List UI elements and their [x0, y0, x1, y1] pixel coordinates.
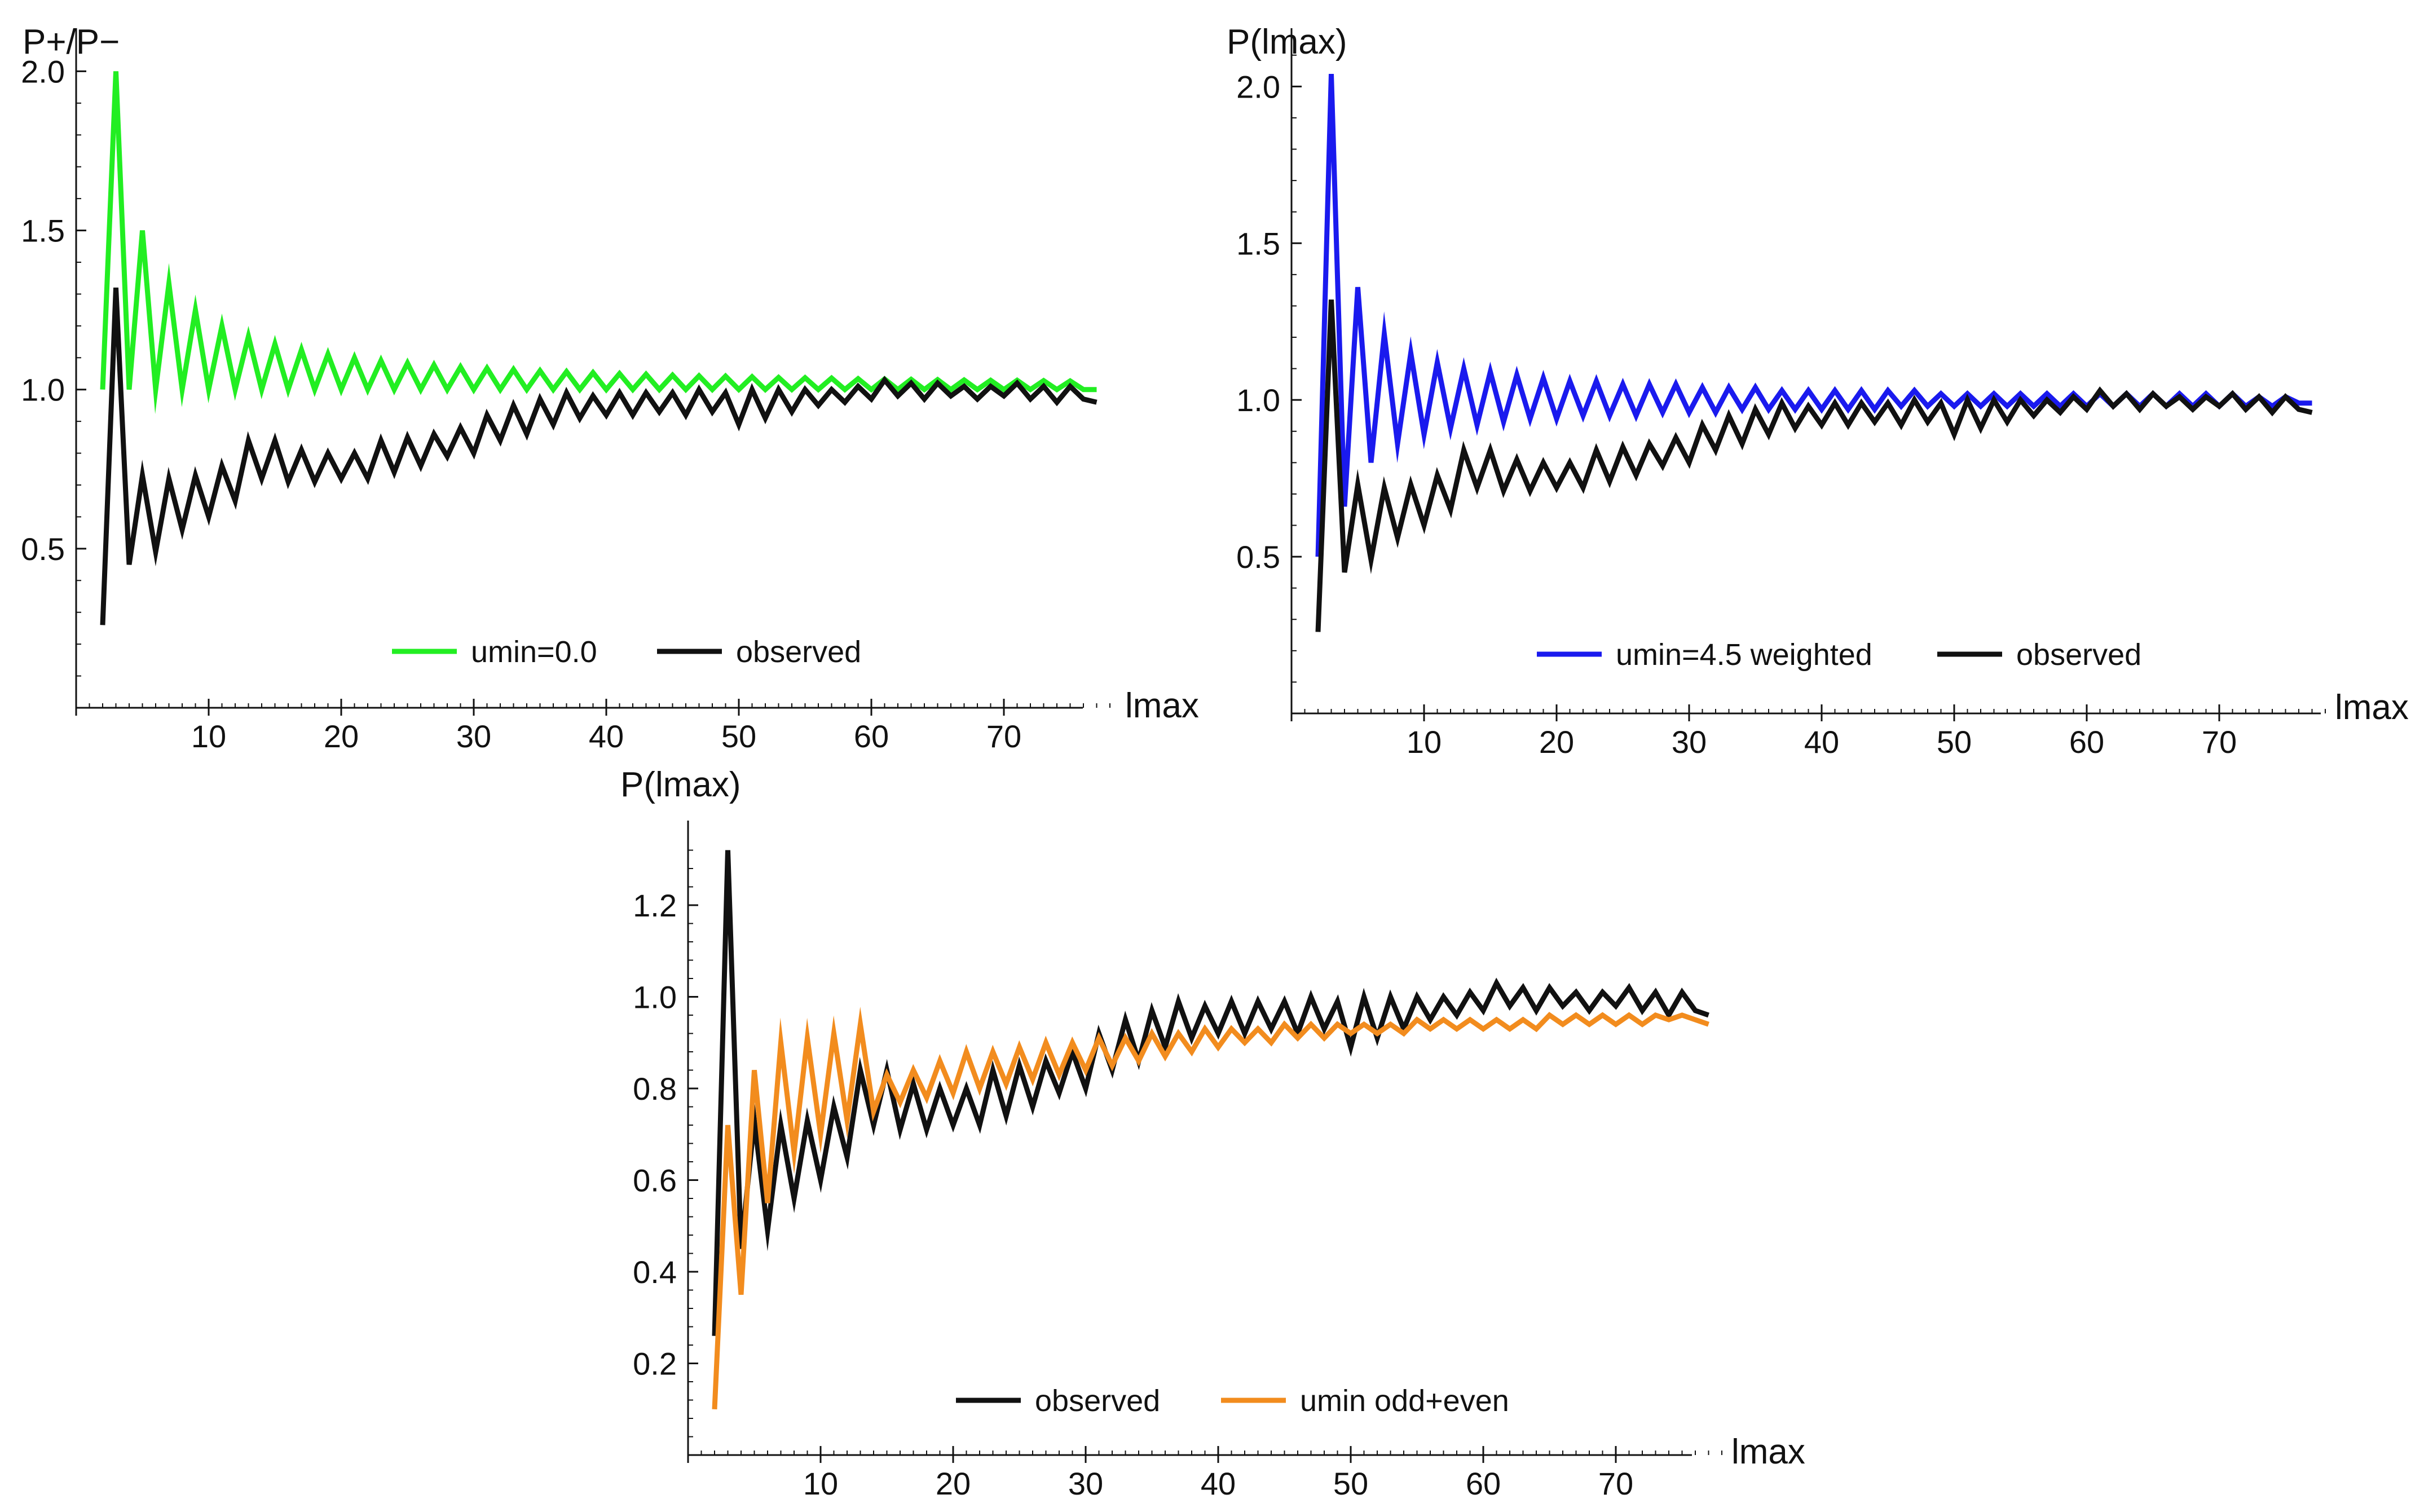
y-tick-label: 1.5: [21, 213, 65, 249]
x-tick-label: 60: [2069, 724, 2104, 760]
legend-label: umin odd+even: [1300, 1384, 1509, 1418]
x-tick-label: 50: [721, 718, 756, 754]
y-tick-label: 1.0: [633, 980, 677, 1015]
x-tick-label: 30: [456, 718, 491, 754]
x-axis-label: lmax: [1125, 686, 1199, 725]
series-line-observed: [712, 850, 1709, 1336]
x-tick-label: 10: [1407, 724, 1442, 760]
y-tick-label: 0.6: [633, 1163, 677, 1198]
x-tick-label: 30: [1672, 724, 1707, 760]
legend-label: umin=4.5 weighted: [1616, 638, 1872, 672]
legend-label: umin=0.0: [471, 635, 597, 669]
y-tick-label: 1.5: [1236, 226, 1280, 261]
x-axis-label: lmax: [2335, 688, 2409, 727]
chart-panel-3: 10 20 30 40 50 60 70 0.2 0.4 0.6 0.8 1.0 1.2 P(lmax) l…: [620, 765, 1805, 1501]
x-tick-label: 20: [324, 718, 359, 754]
x-tick-label: 70: [2202, 724, 2237, 760]
y-axis-label: P+/P−: [23, 23, 120, 61]
y-tick-label: 1.0: [21, 372, 65, 408]
x-tick-label: 30: [1068, 1466, 1103, 1501]
legend-label: observed: [2016, 638, 2141, 672]
y-axis-label: P(lmax): [620, 765, 741, 804]
x-tick-label: 60: [854, 718, 889, 754]
y-tick-label: 0.5: [21, 531, 65, 567]
x-tick-label: 40: [1201, 1466, 1236, 1501]
y-tick-label: 1.0: [1236, 382, 1280, 418]
x-tick-label: 70: [1598, 1466, 1633, 1501]
chart-panel-2: 10 20 30 40 50 60 70 0.5 1.0 1.5 2.0 P(lmax) lmax umi…: [1227, 23, 2409, 760]
x-tick-label: 10: [803, 1466, 838, 1501]
series-line-umin-odd-even: [712, 1006, 1709, 1410]
x-tick-label: 60: [1466, 1466, 1501, 1501]
x-tick-label: 50: [1333, 1466, 1368, 1501]
y-tick-label: 1.2: [633, 888, 677, 923]
x-axis-label: lmax: [1731, 1432, 1805, 1471]
series-line-umin-4-5-weighted: [1315, 73, 2312, 557]
y-tick-label: 0.4: [633, 1254, 677, 1290]
x-tick-label: 20: [1539, 724, 1574, 760]
x-tick-label: 10: [191, 718, 226, 754]
series-line-observed: [100, 287, 1098, 625]
legend-label: observed: [736, 635, 861, 669]
x-tick-label: 40: [1804, 724, 1839, 760]
x-tick-label: 70: [986, 718, 1021, 754]
chart-panel-1: 10 20 30 40 50 60 70 0.5 1.0 1.5 2.0P+/P− lmax umin=…: [21, 23, 1199, 754]
x-tick-label: 40: [589, 718, 624, 754]
legend-label: observed: [1035, 1384, 1160, 1418]
y-tick-label: 0.2: [633, 1346, 677, 1382]
y-tick-label: 0.5: [1236, 539, 1280, 575]
y-axis-label: P(lmax): [1227, 23, 1347, 61]
y-tick-label: 2.0: [21, 54, 65, 89]
series-line-umin-0-0: [100, 71, 1097, 415]
series-line-observed: [1315, 299, 2313, 632]
x-tick-label: 20: [936, 1466, 971, 1501]
y-tick-label: 2.0: [1236, 69, 1280, 104]
x-tick-label: 50: [1937, 724, 1972, 760]
y-tick-label: 0.8: [633, 1071, 677, 1107]
